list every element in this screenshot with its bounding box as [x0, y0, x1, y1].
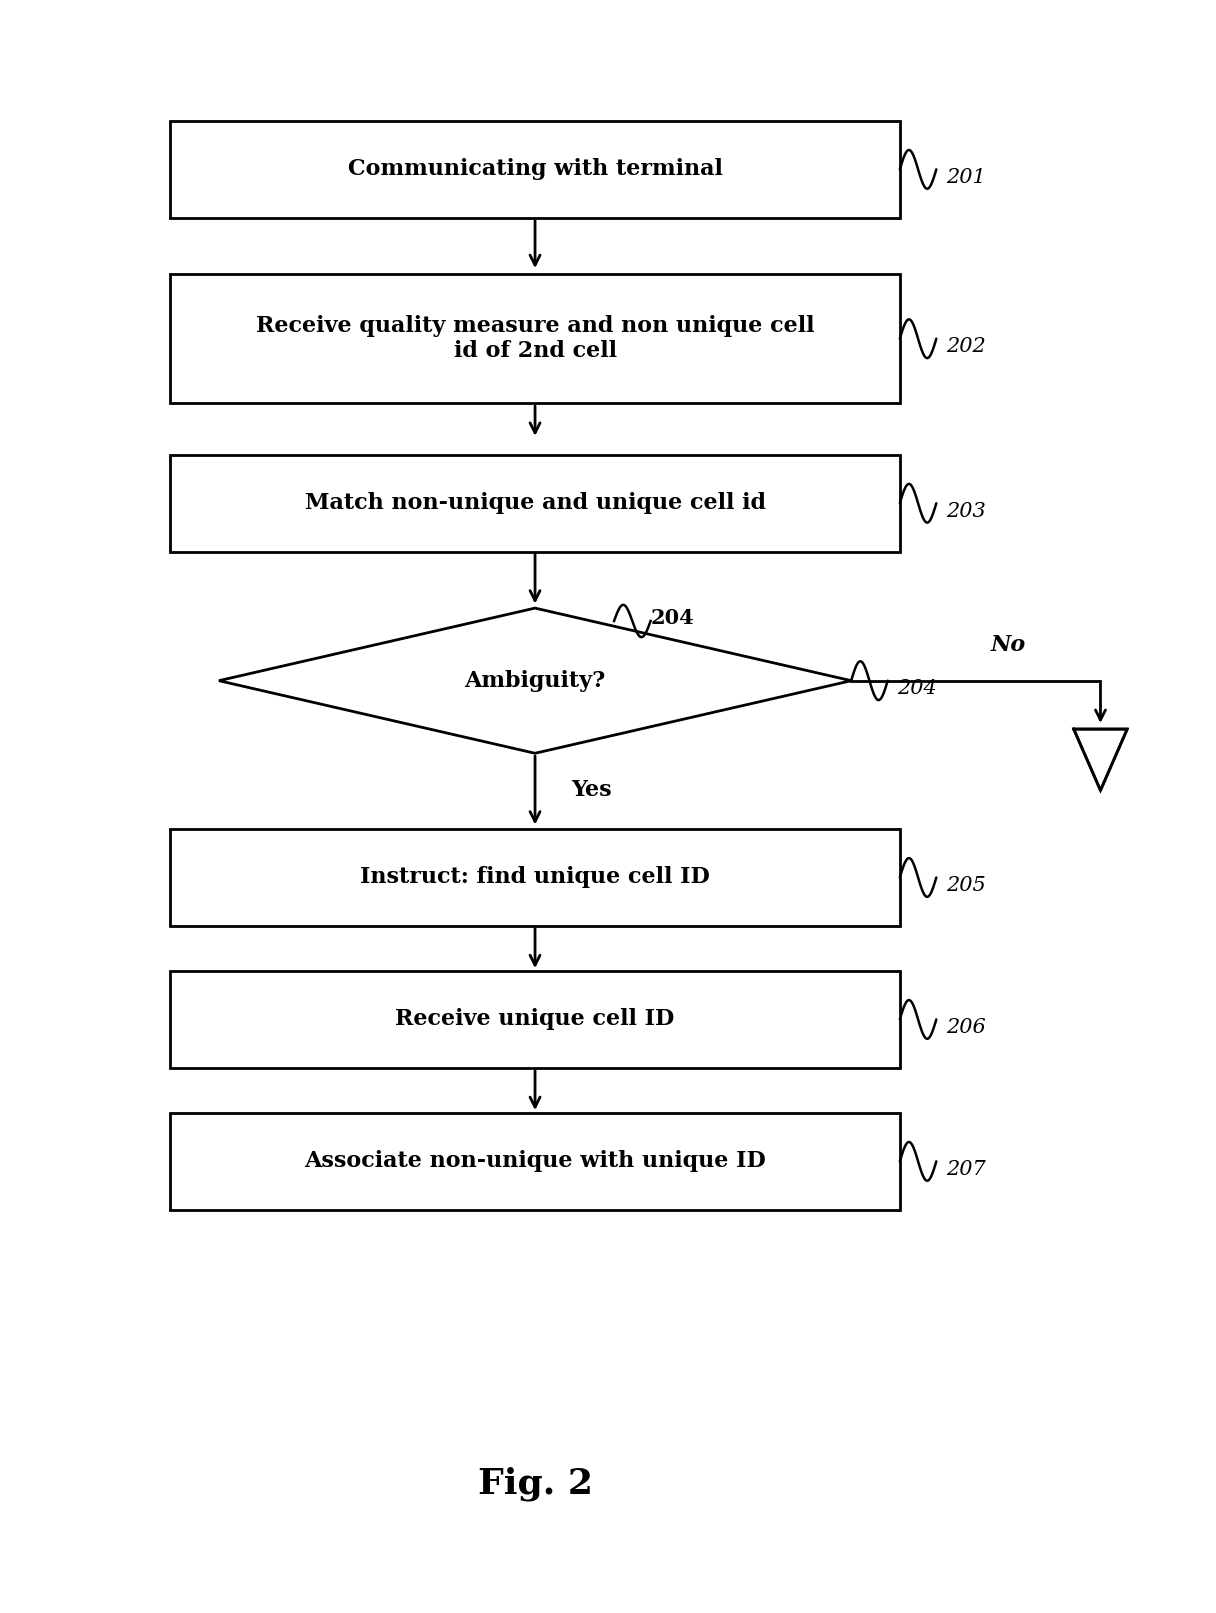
Text: Fig. 2: Fig. 2 — [478, 1466, 592, 1502]
Text: Match non-unique and unique cell id: Match non-unique and unique cell id — [304, 492, 766, 515]
Text: 207: 207 — [946, 1160, 986, 1179]
FancyBboxPatch shape — [170, 121, 900, 218]
FancyBboxPatch shape — [170, 1113, 900, 1210]
Text: 204: 204 — [897, 679, 938, 698]
FancyBboxPatch shape — [170, 274, 900, 403]
Text: Receive unique cell ID: Receive unique cell ID — [395, 1008, 675, 1031]
Text: Communicating with terminal: Communicating with terminal — [348, 158, 722, 181]
FancyBboxPatch shape — [170, 829, 900, 926]
Text: Ambiguity?: Ambiguity? — [465, 669, 606, 692]
Text: Yes: Yes — [572, 779, 612, 802]
Text: 205: 205 — [946, 876, 986, 895]
Polygon shape — [219, 608, 851, 753]
Text: Associate non-unique with unique ID: Associate non-unique with unique ID — [304, 1150, 766, 1173]
Polygon shape — [1074, 729, 1127, 790]
Text: No: No — [991, 634, 1026, 656]
Text: 204: 204 — [651, 608, 694, 627]
Text: Instruct: find unique cell ID: Instruct: find unique cell ID — [360, 866, 710, 889]
Text: 201: 201 — [946, 168, 986, 187]
Text: 206: 206 — [946, 1018, 986, 1037]
Text: Receive quality measure and non unique cell
id of 2nd cell: Receive quality measure and non unique c… — [255, 315, 815, 363]
Text: 203: 203 — [946, 502, 986, 521]
Text: 202: 202 — [946, 337, 986, 356]
FancyBboxPatch shape — [170, 971, 900, 1068]
FancyBboxPatch shape — [170, 455, 900, 552]
